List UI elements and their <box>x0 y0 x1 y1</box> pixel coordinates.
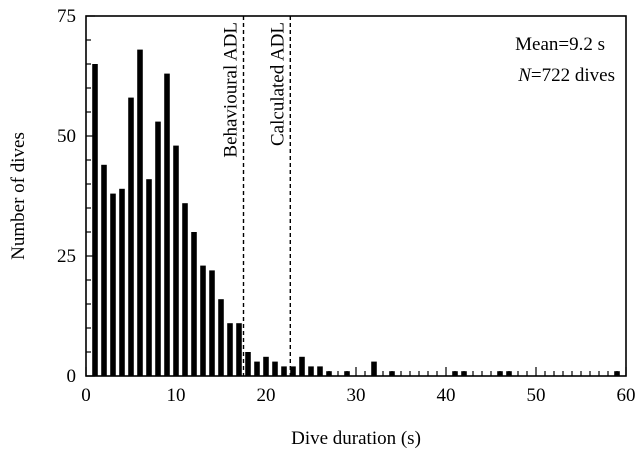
sample-size-value: =722 dives <box>531 65 615 86</box>
bar-1s <box>92 64 98 376</box>
x-tick-label: 30 <box>347 385 366 406</box>
bar-20s <box>263 356 269 376</box>
bar-15s <box>218 299 224 376</box>
bar-7s <box>146 179 152 376</box>
y-tick-label: 75 <box>57 6 76 27</box>
bar-9s <box>164 73 170 376</box>
mean-annotation: Mean=9.2 s <box>515 34 605 55</box>
bar-24s <box>299 356 305 376</box>
bar-11s <box>182 203 188 376</box>
bar-17s <box>236 323 242 376</box>
x-tick-label: 60 <box>617 385 636 406</box>
y-tick-label: 0 <box>67 366 77 387</box>
bar-5s <box>128 97 134 376</box>
x-tick-label: 40 <box>437 385 456 406</box>
bar-21s <box>272 361 278 376</box>
sample-size-symbol: N <box>517 65 532 86</box>
y-axis-ticks: 0 25 50 75 <box>57 6 95 387</box>
bar-4s <box>119 188 125 376</box>
x-axis-ticks: 0 10 20 30 40 50 60 <box>81 367 636 406</box>
bar-10s <box>173 145 179 376</box>
ref-line-label-1: Behavioural ADL <box>221 22 242 158</box>
bar-13s <box>200 265 206 376</box>
bar-2s <box>101 164 107 376</box>
x-tick-label: 0 <box>81 385 91 406</box>
bar-8s <box>155 121 161 376</box>
y-tick-label: 25 <box>57 246 76 267</box>
bar-6s <box>137 49 143 376</box>
bar-3s <box>110 193 116 376</box>
bars-group <box>92 49 620 376</box>
ref-line-label-2: Calculated ADL <box>267 22 288 146</box>
bar-19s <box>254 361 260 376</box>
x-tick-label: 50 <box>527 385 546 406</box>
bar-12s <box>191 232 197 376</box>
y-axis-title: Number of dives <box>8 132 29 260</box>
bar-18s <box>245 352 251 376</box>
sample-size-annotation: N=722 dives <box>517 65 615 86</box>
reference-lines-group: Behavioural ADL Calculated ADL <box>221 16 291 376</box>
bar-32s <box>371 361 377 376</box>
y-tick-label: 50 <box>57 126 76 147</box>
bar-16s <box>227 323 233 376</box>
bar-14s <box>209 270 215 376</box>
x-axis-title: Dive duration (s) <box>291 428 421 449</box>
x-tick-label: 10 <box>167 385 186 406</box>
x-tick-label: 20 <box>257 385 276 406</box>
